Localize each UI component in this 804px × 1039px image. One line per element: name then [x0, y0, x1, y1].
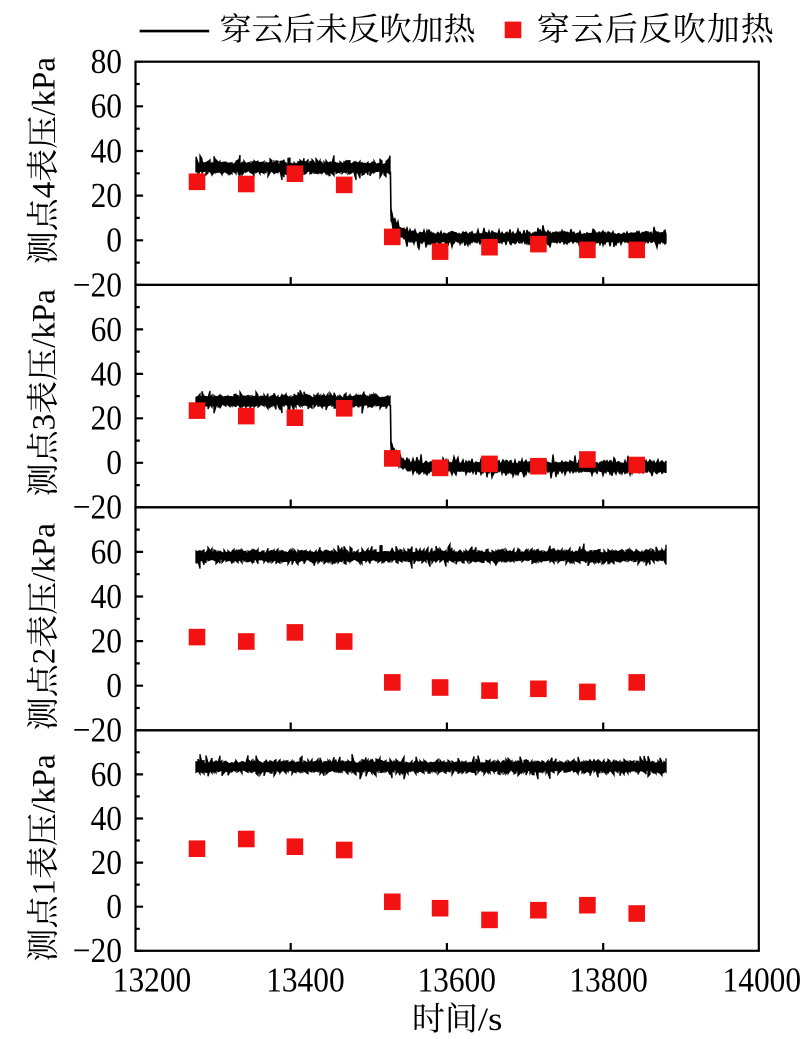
svg-text:13600: 13600 — [417, 960, 496, 999]
svg-text:0: 0 — [106, 443, 122, 482]
svg-text:4: 4 — [27, 182, 63, 199]
svg-text:/kPa: /kPa — [27, 754, 63, 813]
svg-text:60: 60 — [91, 755, 122, 794]
svg-text:60: 60 — [91, 87, 122, 126]
svg-text:/kPa: /kPa — [27, 57, 63, 116]
svg-text:2: 2 — [27, 648, 63, 665]
svg-text:1: 1 — [27, 879, 63, 896]
svg-text:0: 0 — [106, 221, 122, 260]
svg-text:−20: −20 — [73, 711, 122, 750]
svg-text:13200: 13200 — [113, 960, 192, 999]
svg-text:40: 40 — [91, 131, 122, 170]
svg-text:13400: 13400 — [266, 960, 345, 999]
svg-text:20: 20 — [91, 399, 122, 438]
svg-text:−20: −20 — [73, 931, 122, 970]
svg-text:60: 60 — [91, 310, 122, 349]
svg-text:60: 60 — [91, 532, 122, 571]
svg-text:−20: −20 — [73, 265, 122, 304]
svg-text:20: 20 — [91, 843, 122, 882]
svg-text:40: 40 — [91, 354, 122, 393]
svg-text:/kPa: /kPa — [27, 523, 63, 582]
svg-text:0: 0 — [106, 887, 122, 926]
svg-text:14000: 14000 — [723, 960, 802, 999]
svg-text:−20: −20 — [73, 488, 122, 527]
svg-text:40: 40 — [91, 577, 122, 616]
svg-text:0: 0 — [106, 666, 122, 705]
svg-text:40: 40 — [91, 799, 122, 838]
svg-text:3: 3 — [27, 414, 63, 431]
svg-text:20: 20 — [91, 176, 122, 215]
svg-text:80: 80 — [91, 42, 122, 81]
svg-text:13800: 13800 — [569, 960, 648, 999]
svg-text:20: 20 — [91, 622, 122, 661]
svg-text:/s: /s — [478, 1002, 503, 1034]
svg-text:/kPa: /kPa — [27, 289, 63, 348]
